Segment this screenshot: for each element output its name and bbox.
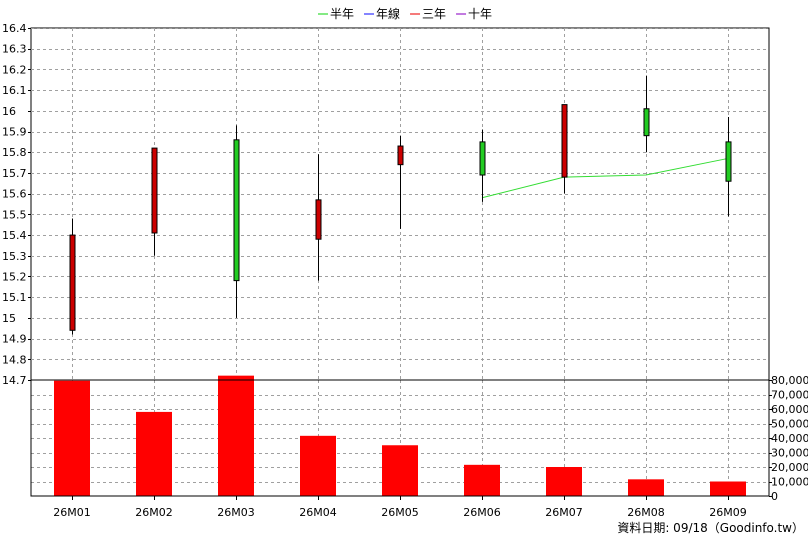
price-tick-label: 15.3 xyxy=(2,250,27,263)
x-tick-label: 26M03 xyxy=(217,506,255,519)
volume-tick-label: 60,000 xyxy=(771,403,808,416)
volume-bar xyxy=(382,445,418,496)
candle-body xyxy=(315,199,322,240)
candlestick-panel: 14.7 14.8 14.9 15 15.1 15.2 15.3 15.4 15.5 15.6 15… xyxy=(2,22,770,387)
x-tick-label: 26M01 xyxy=(53,506,91,519)
volume-bar xyxy=(546,467,582,496)
legend-label-0: 半年 xyxy=(330,7,354,21)
price-tick-label: 15 xyxy=(2,312,16,325)
x-tick-label: 26M02 xyxy=(135,506,173,519)
price-tick-label: 16.2 xyxy=(2,63,27,76)
price-tick-label: 16 xyxy=(2,105,16,118)
volume-tick-label: 10,000 xyxy=(771,476,808,489)
x-tick-label: 26M05 xyxy=(381,506,419,519)
volume-tick-label: 0 xyxy=(771,490,778,503)
volume-bar xyxy=(628,479,664,496)
x-tick-label: 26M04 xyxy=(299,506,337,519)
candle-body xyxy=(151,147,158,234)
price-tick-label: 15.1 xyxy=(2,291,27,304)
x-tick-label: 26M08 xyxy=(627,506,665,519)
price-tick-label: 16.3 xyxy=(2,43,27,56)
candle-body xyxy=(643,108,650,137)
volume-bar xyxy=(464,464,500,496)
candle-body xyxy=(561,104,568,178)
candle-body xyxy=(69,234,76,331)
volume-tick-label: 70,000 xyxy=(771,389,808,402)
volume-tick-label: 50,000 xyxy=(771,418,808,431)
x-axis: 26M01 26M02 26M03 26M04 26M05 26M06 26M07 26M08… xyxy=(53,496,747,519)
price-tick-label: 16.1 xyxy=(2,84,27,97)
price-tick-label: 15.9 xyxy=(2,126,27,139)
x-tick-label: 26M07 xyxy=(545,506,583,519)
candle-body xyxy=(479,141,486,176)
volume-tick-label: 30,000 xyxy=(771,447,808,460)
legend-label-1: 年線 xyxy=(376,6,400,21)
x-tick-label: 26M06 xyxy=(463,506,501,519)
price-tick-label: 15.4 xyxy=(2,229,27,242)
candle-body xyxy=(397,145,404,166)
price-tick-label: 15.5 xyxy=(2,208,27,221)
volume-bar xyxy=(54,380,90,496)
price-tick-label: 15.8 xyxy=(2,146,27,159)
price-tick-label: 14.9 xyxy=(2,333,27,346)
legend-label-3: 十年 xyxy=(468,7,492,21)
candle-body xyxy=(233,139,240,282)
price-tick-label: 15.7 xyxy=(2,167,27,180)
price-tick-label: 15.6 xyxy=(2,188,27,201)
volume-tick-label: 80,000 xyxy=(771,374,808,387)
candle-body xyxy=(725,141,732,182)
volume-bar xyxy=(710,481,746,496)
legend: 半年 年線 三年 十年 xyxy=(318,6,492,21)
legend-label-2: 三年 xyxy=(422,7,446,21)
volume-bar xyxy=(218,375,254,496)
price-tick-label: 16.4 xyxy=(2,22,27,35)
volume-bar xyxy=(300,435,336,496)
price-tick-label: 14.7 xyxy=(2,374,27,387)
ma-half-year-line xyxy=(481,157,729,199)
data-date-credit: 資料日期: 09/18（Goodinfo.tw） xyxy=(617,521,804,535)
volume-tick-label: 40,000 xyxy=(771,432,808,445)
volume-bar xyxy=(136,411,172,496)
x-tick-label: 26M09 xyxy=(709,506,747,519)
price-tick-label: 15.2 xyxy=(2,270,27,283)
price-tick-label: 14.8 xyxy=(2,353,27,366)
volume-tick-label: 20,000 xyxy=(771,461,808,474)
